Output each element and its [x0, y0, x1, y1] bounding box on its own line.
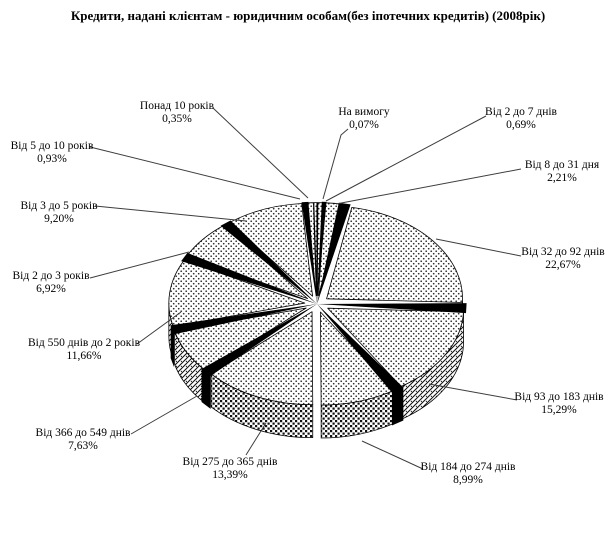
pie-label-name: Від 93 до 183 днів: [514, 391, 604, 403]
pie-slices-layer: [168, 202, 464, 406]
pie-slice[interactable]: [210, 311, 314, 406]
pie-label-value: 2,21%: [547, 172, 577, 184]
slice-separator: [317, 303, 467, 314]
pie-label-name: Понад 10 років: [139, 100, 215, 112]
pie-label-value: 0,93%: [37, 153, 67, 165]
pie-slice[interactable]: [168, 259, 306, 327]
pie-label-value: 11,66%: [66, 350, 102, 362]
slice-separator: [170, 304, 317, 368]
pie-label: Від 32 до 92 днів 22,67%: [521, 246, 604, 272]
pie-label-value: 15,29%: [541, 404, 577, 416]
chart-title: Кредити, надані клієнтам - юридичним осо…: [70, 8, 546, 23]
pie-label: Від 550 днів до 2 років 11,66%: [28, 337, 140, 363]
pie-label: Від 366 до 549 днів 7,63%: [36, 427, 131, 453]
leader-line: [212, 107, 309, 199]
slice-separator: [220, 220, 317, 304]
pie-label-value: 13,39%: [212, 469, 248, 481]
leader-line: [361, 440, 424, 470]
leader-line: [325, 115, 487, 202]
slice-separator: [201, 304, 317, 409]
pie-label: Від 5 до 10 років 0,93%: [11, 140, 94, 166]
pie-slice[interactable]: [313, 202, 318, 297]
pie-label-value: 0,69%: [506, 119, 536, 131]
pie-label-name: На вимогу: [338, 106, 390, 118]
pie-slice[interactable]: [326, 207, 463, 303]
pie-label-value: 6,92%: [36, 283, 66, 295]
leader-line: [89, 146, 301, 200]
pie-label-name: Від 275 до 365 днів: [182, 456, 278, 468]
pie-label: Від 184 до 274 днів 8,99%: [421, 461, 516, 487]
slice-separator: [317, 201, 327, 304]
pie-label-name: Від 2 до 3 років: [12, 270, 90, 282]
leader-line: [89, 251, 190, 279]
slice-separator: [317, 202, 351, 304]
pie-label-name: Від 3 до 5 років: [20, 200, 98, 212]
pie-label-name: Від 32 до 92 днів: [521, 246, 605, 258]
pie-label-name: Від 550 днів до 2 років: [27, 337, 141, 349]
pie-label: На вимогу 0,07%: [338, 106, 389, 132]
pie-label-name: Від 366 до 549 днів: [35, 427, 131, 439]
pie-label-value: 0,35%: [162, 113, 192, 125]
pie-label-value: 7,63%: [68, 440, 98, 452]
pie-label: Від 8 до 31 дня 2,21%: [525, 159, 599, 185]
leader-lines-layer: [89, 107, 522, 470]
leader-line: [435, 238, 522, 257]
leader-line: [245, 422, 267, 456]
leader-line: [428, 383, 518, 401]
pie-label-name: Від 2 до 7 днів: [485, 106, 557, 118]
pie-label-value: 0,07%: [349, 119, 379, 131]
slice-separator: [317, 304, 404, 426]
pie-label-name: Від 8 до 31 дня: [524, 159, 600, 171]
pie-label-name: Від 184 до 274 днів: [420, 461, 516, 473]
pie-label: Від 275 до 365 днів 13,39%: [183, 456, 278, 482]
pie-label-value: 22,67%: [545, 259, 581, 271]
leader-line: [94, 205, 247, 222]
leader-line: [136, 311, 182, 345]
pie-label-value: 8,99%: [453, 474, 483, 486]
leader-line: [322, 128, 349, 200]
pie-label: Понад 10 років 0,35%: [140, 100, 214, 126]
pie-label: Від 2 до 7 днів 0,69%: [485, 106, 557, 132]
pie-label-value: 9,20%: [44, 213, 74, 225]
pie-label: Від 3 до 5 років 9,20%: [20, 200, 97, 226]
leader-line: [335, 168, 522, 205]
leader-line: [130, 395, 198, 435]
pie-label-name: Від 5 до 10 років: [10, 140, 94, 152]
pie-separators-layer: [170, 201, 467, 426]
pie-label: Від 93 до 183 днів 15,29%: [514, 391, 603, 417]
slice-separator: [301, 201, 317, 304]
slice-separator: [181, 252, 317, 304]
pie-label: Від 2 до 3 років 6,92%: [12, 270, 89, 296]
pie-slice[interactable]: [327, 307, 464, 387]
